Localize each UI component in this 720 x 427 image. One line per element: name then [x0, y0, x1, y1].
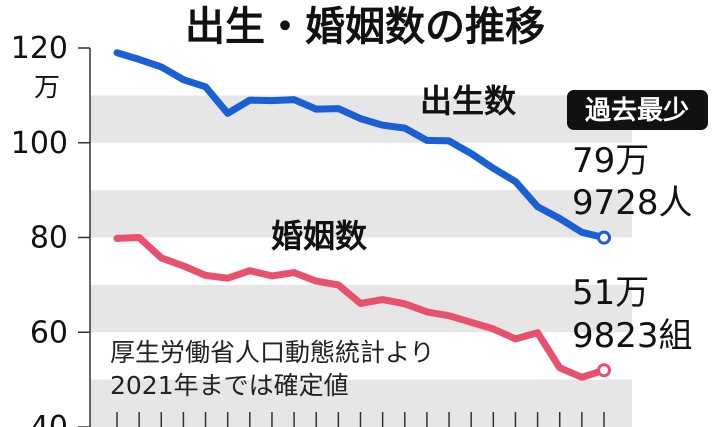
record-low-badge-text: 過去最少	[585, 96, 689, 126]
births-end-detail: 9728人	[572, 183, 693, 223]
y-tick-label: 100	[11, 126, 68, 161]
series-label-marriages: 婚姻数	[271, 217, 368, 255]
grid-bands	[90, 95, 632, 427]
y-tick-label: 120	[11, 31, 68, 66]
grid-band	[90, 190, 632, 238]
births-end-value: 79万	[572, 141, 649, 181]
source-note-line2: 2021年までは確定値	[110, 371, 349, 400]
record-low-badge: 過去最少	[567, 90, 708, 130]
record-low-badge-bg	[567, 90, 708, 130]
births-series-line	[113, 49, 608, 242]
marriages-end-value: 51万	[572, 273, 649, 313]
x-axis-ticks	[116, 412, 605, 427]
marriages-series-line	[113, 234, 608, 381]
series-label-births: 出生数	[420, 82, 517, 120]
births-end-marker	[597, 230, 611, 245]
y-tick-label: 80	[30, 221, 68, 256]
y-tick-label: 60	[30, 315, 68, 350]
chart-title: 出生・婚姻数の推移	[185, 4, 545, 50]
y-tick-label: 40	[30, 410, 68, 427]
y-axis-ticks: 40 60 80 100 120	[11, 31, 90, 427]
series-lines	[113, 49, 611, 381]
source-note-line1: 厚生労働省人口動態統計より	[110, 338, 435, 367]
marriages-end-detail: 9823組	[572, 316, 693, 356]
y-axis-unit: 万	[34, 73, 60, 103]
grid-band	[90, 284, 632, 333]
marriages-end-marker	[597, 363, 611, 378]
